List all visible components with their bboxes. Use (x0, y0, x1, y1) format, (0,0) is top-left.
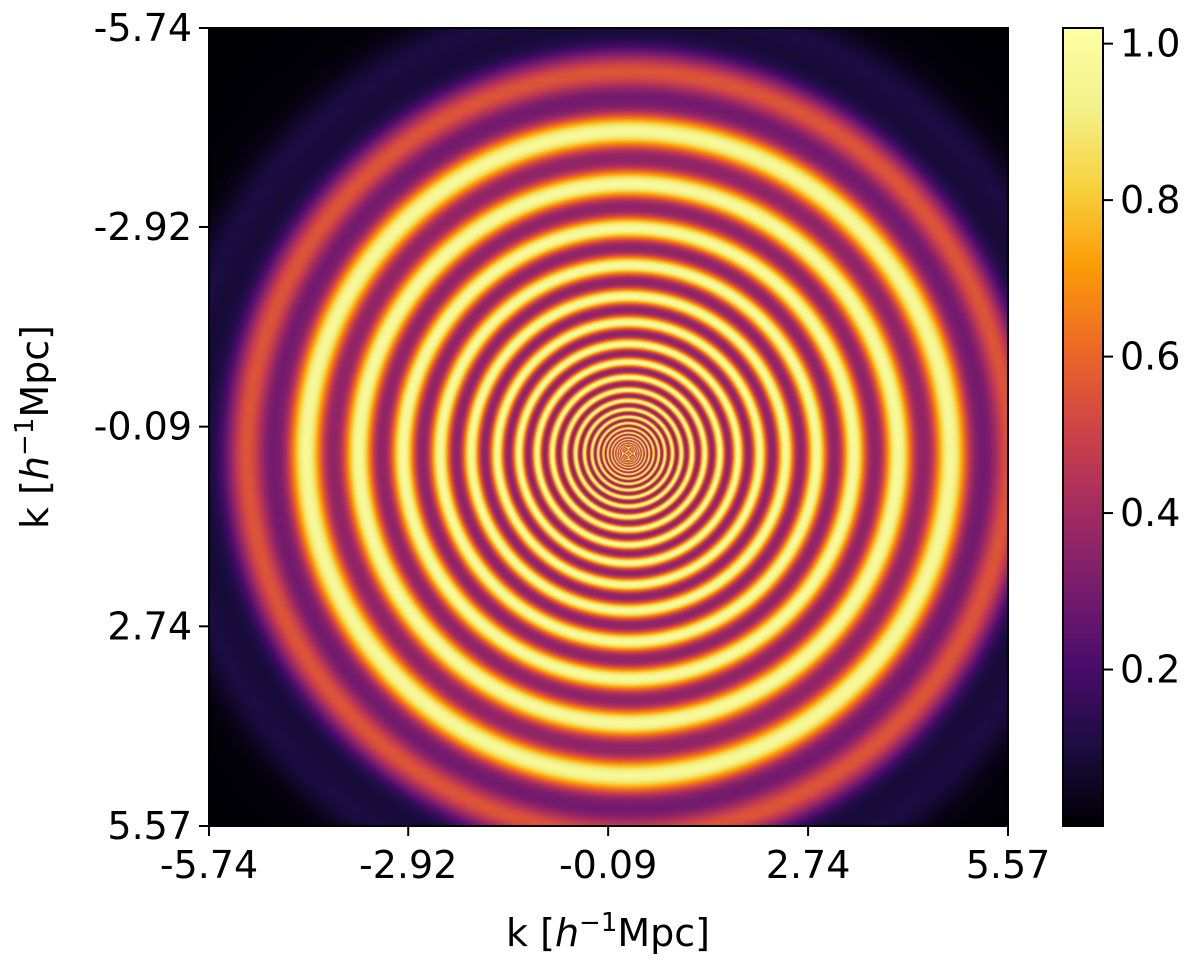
colorbar (1062, 27, 1104, 827)
y-tick-label: 5.57 (107, 804, 192, 848)
x-axis-label: k [h−1Mpc] (506, 908, 710, 955)
heatmap-image (209, 28, 1008, 826)
colorbar-tick-label: 1.0 (1120, 22, 1180, 66)
y-tick-label: -2.92 (94, 205, 192, 249)
colorbar-tick-label: 0.6 (1120, 335, 1180, 379)
y-tick-label: -0.09 (94, 405, 192, 449)
y-tick-label: 2.74 (107, 604, 192, 648)
x-tick-label: -2.92 (359, 843, 457, 887)
colorbar-tick-label: 0.4 (1120, 491, 1180, 535)
x-tick-label: -0.09 (559, 843, 657, 887)
y-axis-label: k [h−1Mpc] (10, 325, 57, 529)
x-tick-label: 5.57 (966, 843, 1051, 887)
y-axis: -5.74 -2.92 -0.09 2.74 5.57 (94, 6, 209, 848)
colorbar-tick-label: 0.2 (1120, 648, 1180, 692)
colorbar-tick-label: 0.8 (1120, 178, 1180, 222)
x-axis: -5.74 -2.92 -0.09 2.74 5.57 (160, 826, 1050, 887)
y-tick-label: -5.74 (94, 6, 192, 50)
x-tick-label: -5.74 (160, 843, 258, 887)
x-tick-label: 2.74 (766, 843, 851, 887)
colorbar-axis: 0.2 0.4 0.6 0.8 1.0 (1103, 22, 1180, 692)
